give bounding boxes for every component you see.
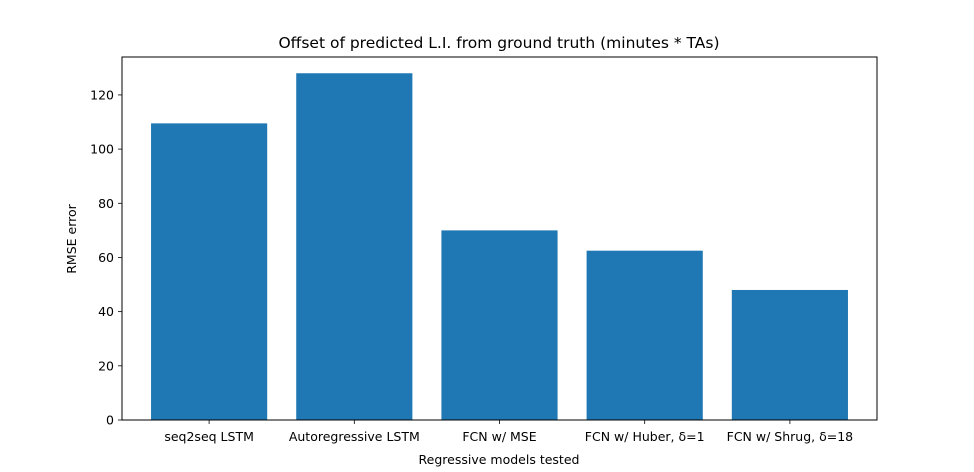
x-tick-label: seq2seq LSTM [164, 429, 254, 444]
x-tick-label: FCN w/ MSE [462, 429, 536, 444]
x-tick-label: FCN w/ Huber, δ=1 [585, 429, 705, 444]
y-axis-label: RMSE error [64, 203, 79, 273]
bar [296, 73, 413, 421]
y-tick-label: 100 [90, 142, 114, 157]
y-tick-label: 0 [106, 413, 114, 428]
x-tick-label: Autoregressive LSTM [289, 429, 420, 444]
x-axis-ticks: seq2seq LSTM Autoregressive LSTM FCN w/ MS… [164, 420, 853, 444]
bar [151, 123, 268, 421]
y-tick-label: 20 [98, 358, 114, 373]
y-tick-label: 60 [98, 250, 114, 265]
x-tick-label: FCN w/ Shrug, δ=18 [727, 429, 854, 444]
plot-frame [121, 56, 878, 421]
y-tick-label: 80 [98, 196, 114, 211]
y-tick-label: 120 [90, 87, 114, 102]
bars-group [151, 73, 848, 421]
y-tick-label: 40 [98, 304, 114, 319]
bar [731, 289, 848, 420]
y-axis-ticks: 0 20 40 60 80 100 120 [90, 87, 122, 428]
chart-title: Offset of predicted L.I. from ground tru… [278, 34, 719, 52]
bar [441, 230, 558, 420]
bar [586, 250, 703, 420]
x-axis-label: Regressive models tested [419, 452, 580, 467]
